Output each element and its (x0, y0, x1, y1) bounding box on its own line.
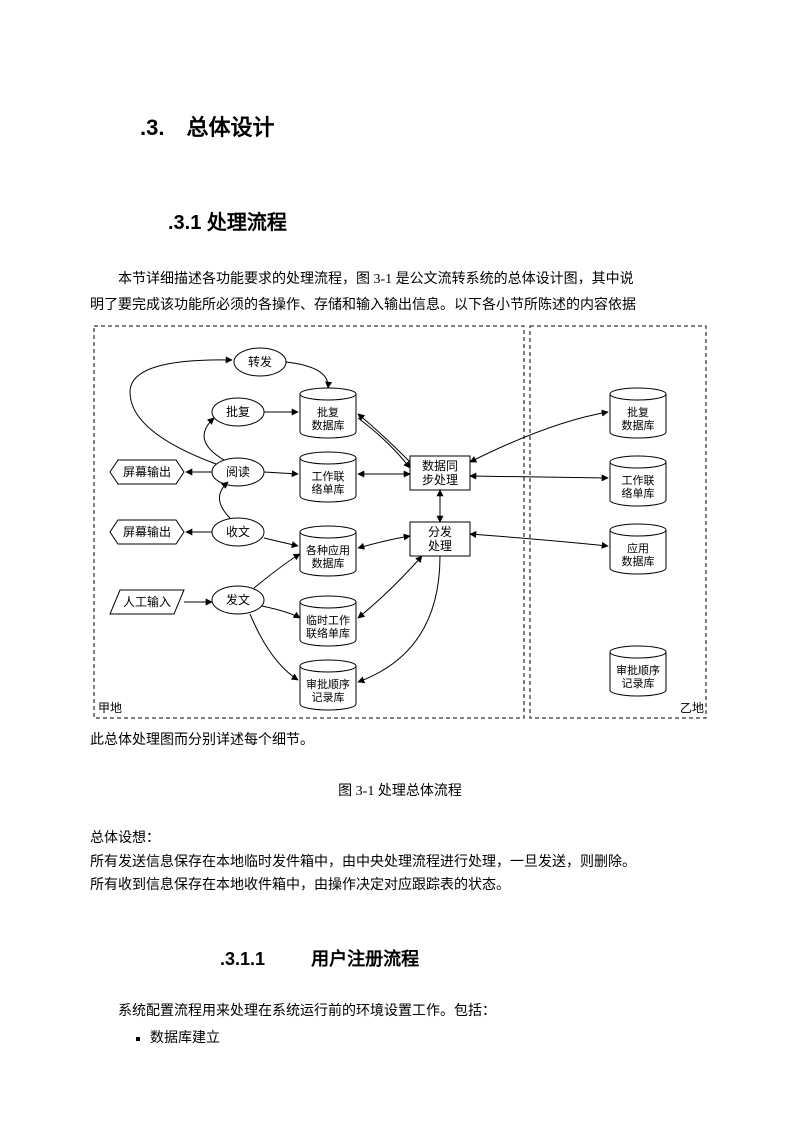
heading-2: .3.1 处理流程 (168, 206, 710, 235)
heading-1: .3. 总体设计 (140, 110, 710, 142)
svg-text:工作联: 工作联 (312, 470, 345, 483)
svg-text:阅读: 阅读 (226, 465, 250, 479)
svg-text:转发: 转发 (248, 354, 272, 369)
svg-text:屏幕输出: 屏幕输出 (123, 464, 171, 479)
svg-text:记录库: 记录库 (312, 691, 345, 704)
svg-text:批复: 批复 (226, 404, 250, 419)
svg-text:记录库: 记录库 (622, 677, 655, 690)
svg-text:分发: 分发 (428, 524, 452, 539)
svg-text:批复: 批复 (627, 405, 649, 419)
intro-line-2: 明了要完成该功能所必须的各操作、存储和输入输出信息。以下各小节所陈述的内容依据 (90, 295, 710, 317)
svg-text:工作联: 工作联 (622, 474, 655, 487)
svg-text:数据同: 数据同 (422, 458, 458, 473)
figure-caption: 图 3-1 处理总体流程 (90, 780, 710, 800)
svg-text:处理: 处理 (428, 539, 452, 553)
overall-line-2: 所有收到信息保存在本地收件箱中，由操作决定对应跟踪表的状态。 (90, 875, 710, 897)
svg-text:甲地: 甲地 (98, 701, 122, 715)
svg-text:络单库: 络单库 (312, 482, 345, 496)
svg-text:数据库: 数据库 (312, 418, 345, 432)
overall-line-1: 所有发送信息保存在本地临时发件箱中，由中央处理流程进行处理，一旦发送，则删除。 (90, 852, 710, 874)
svg-text:络单库: 络单库 (622, 486, 655, 500)
svg-text:批复: 批复 (317, 405, 339, 419)
svg-text:数据库: 数据库 (622, 554, 655, 568)
bullet-item: 数据库建立 (150, 1027, 710, 1047)
svg-text:步处理: 步处理 (422, 473, 458, 487)
svg-text:数据库: 数据库 (312, 556, 345, 570)
svg-text:屏幕输出: 屏幕输出 (123, 524, 171, 539)
svg-text:人工输入: 人工输入 (123, 594, 171, 609)
heading-3-num: .3.1.1 (220, 949, 265, 969)
svg-text:各种应用: 各种应用 (306, 543, 350, 557)
svg-text:联络单库: 联络单库 (306, 626, 350, 640)
heading-3-title: 用户注册流程 (311, 949, 419, 969)
svg-text:审批顺序: 审批顺序 (616, 663, 660, 677)
svg-text:审批顺序: 审批顺序 (306, 677, 350, 691)
svg-text:收文: 收文 (226, 524, 250, 539)
intro-line-1: 本节详细描述各功能要求的处理流程，图 3-1 是公文流转系统的总体设计图，其中说 (90, 269, 710, 291)
heading-3: .3.1.1 用户注册流程 (220, 945, 710, 971)
svg-text:数据库: 数据库 (622, 418, 655, 432)
svg-text:临时工作: 临时工作 (306, 613, 350, 627)
bullet-list: 数据库建立 (90, 1027, 710, 1047)
after-figure-text: 此总体处理图而分别详述每个细节。 (90, 730, 710, 752)
flow-diagram: 甲地乙地转发批复阅读收文发文屏幕输出屏幕输出人工输入数据同步处理分发处理批复数据… (90, 322, 710, 722)
svg-text:发文: 发文 (226, 592, 250, 607)
svg-text:乙地: 乙地 (680, 701, 704, 715)
svg-text:应用: 应用 (627, 541, 649, 555)
overall-label: 总体设想： (90, 828, 710, 850)
section-311-intro: 系统配置流程用来处理在系统运行前的环境设置工作。包括： (90, 1001, 710, 1023)
figure-3-1: 甲地乙地转发批复阅读收文发文屏幕输出屏幕输出人工输入数据同步处理分发处理批复数据… (90, 322, 710, 722)
